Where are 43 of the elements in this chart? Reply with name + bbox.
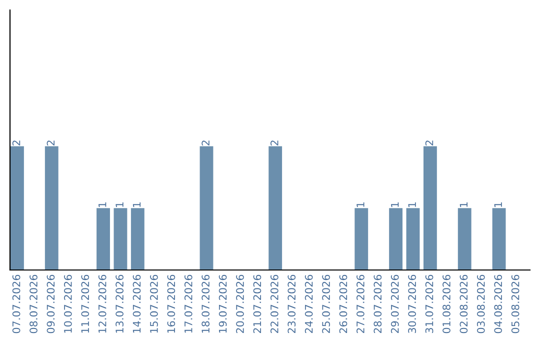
x-tick-label: 08.07.2026: [30, 274, 38, 334]
data-label: 2: [270, 140, 278, 146]
data-label: 1: [356, 202, 364, 207]
x-tick-label: 23.07.2026: [288, 274, 296, 334]
x-tick-label: 25.07.2026: [322, 274, 330, 334]
x-tick-label: 27.07.2026: [356, 274, 364, 334]
x-tick-label: 30.07.2026: [408, 274, 416, 334]
data-label: 1: [116, 202, 124, 207]
x-tick-label: 26.07.2026: [339, 274, 348, 334]
x-tick-label: 20.07.2026: [236, 274, 244, 334]
x-tick-label: 15.07.2026: [150, 274, 158, 333]
x-tick-label: 28.07.2026: [374, 274, 382, 334]
x-tick-label: 13.07.2026: [116, 274, 124, 333]
data-label: 2: [202, 140, 210, 146]
x-tick-label: 24.07.2026: [304, 274, 313, 334]
x-tick-label: 22.07.2026: [270, 274, 278, 334]
data-label: 1: [98, 202, 106, 207]
data-label: 1: [460, 202, 468, 207]
x-tick-label: 31.07.2026: [425, 274, 434, 334]
data-label: 1: [391, 202, 399, 207]
x-tick-label: 18.07.2026: [202, 274, 210, 333]
x-tick-label: 03.08.2026: [476, 274, 485, 334]
data-label: 1: [132, 202, 141, 207]
x-tick-label: 11.07.2026: [81, 274, 90, 333]
data-label: 1: [494, 202, 502, 207]
x-tick-label: 09.07.2026: [46, 274, 55, 334]
data-label: 2: [425, 140, 434, 146]
data-label: 2: [46, 140, 55, 146]
x-tick-label: 21.07.2026: [253, 274, 262, 334]
x-tick-label: 10.07.2026: [64, 274, 72, 333]
x-tick-label: 12.07.2026: [98, 274, 106, 333]
data-label: 1: [408, 202, 416, 207]
x-tick-label: 05.08.2026: [511, 274, 520, 334]
x-tick-label: 19.07.2026: [218, 274, 227, 333]
x-tick-label: 02.08.2026: [460, 274, 468, 334]
x-tick-label: 17.07.2026: [184, 274, 192, 333]
data-label: 2: [12, 140, 20, 146]
x-tick-label: 01.08.2026: [442, 274, 450, 334]
x-tick-label: 29.07.2026: [390, 274, 399, 334]
x-tick-label: 04.08.2026: [494, 274, 502, 334]
x-tick-label: 16.07.2026: [167, 274, 176, 333]
x-tick-label: 07.07.2026: [12, 274, 20, 334]
x-tick-label: 14.07.2026: [132, 274, 141, 333]
